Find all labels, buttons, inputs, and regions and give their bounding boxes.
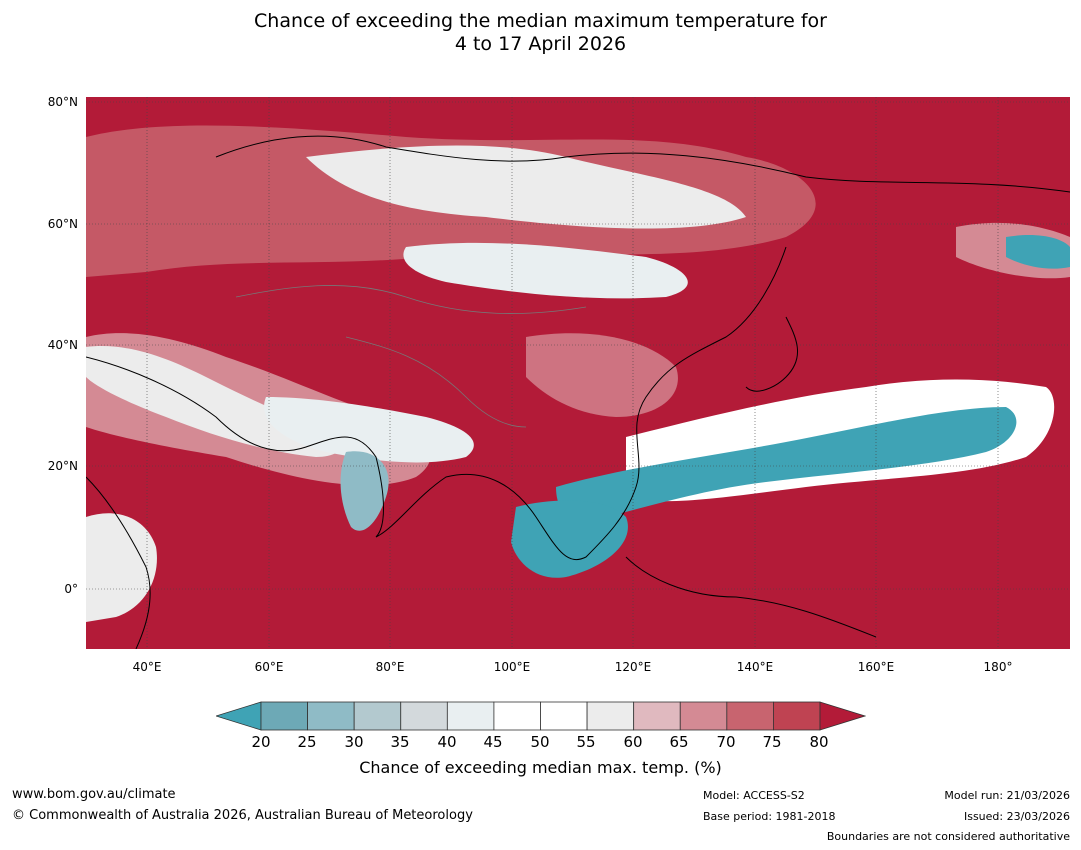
boundaries [235, 285, 587, 428]
colorbar-cell [633, 701, 681, 731]
coastlines [86, 135, 1070, 649]
lon-label-100e: 100°E [493, 660, 531, 674]
lat-label-60n: 60°N [47, 217, 78, 231]
region-blue-india [340, 451, 389, 531]
lat-label-20n: 20°N [47, 459, 78, 473]
region-70pct-china [526, 333, 678, 417]
colorbar-cell [353, 701, 402, 731]
map-title: Chance of exceeding the median maximum t… [0, 10, 1081, 56]
colorbar-arrow-low [216, 701, 262, 731]
cb-tick-20: 20 [251, 733, 271, 751]
colorbar-cell [679, 701, 728, 731]
graticule [86, 97, 1070, 649]
lon-label-140e: 140°E [736, 660, 774, 674]
region-white-africa [86, 513, 157, 622]
footer-model-run: Model run: 21/03/2026 [944, 789, 1070, 802]
lon-label-180: 180° [983, 660, 1013, 674]
footer-base-period: Base period: 1981-2018 [703, 810, 836, 823]
cb-tick-60: 60 [623, 733, 643, 751]
lon-label-160e: 160°E [857, 660, 895, 674]
cb-tick-75: 75 [762, 733, 782, 751]
region-white-central [403, 242, 688, 299]
colorbar-cell [260, 701, 308, 731]
title-line-1: Chance of exceeding the median maximum t… [254, 10, 827, 32]
lon-label-40e: 40°E [132, 660, 162, 674]
cb-tick-80: 80 [809, 733, 829, 751]
colorbar-cell [726, 701, 774, 731]
cb-tick-40: 40 [437, 733, 457, 751]
colorbar-cell [540, 701, 588, 731]
cb-tick-65: 65 [669, 733, 689, 751]
footer-model: Model: ACCESS-S2 [703, 789, 805, 802]
cb-tick-50: 50 [530, 733, 550, 751]
footer-url[interactable]: www.bom.gov.au/climate [12, 787, 176, 802]
region-blue-scs [511, 500, 628, 578]
lat-label-40n: 40°N [47, 338, 78, 352]
lon-label-120e: 120°E [614, 660, 652, 674]
cb-tick-55: 55 [576, 733, 596, 751]
cb-tick-45: 45 [483, 733, 503, 751]
colorbar-cell [493, 701, 541, 731]
lon-label-80e: 80°E [375, 660, 405, 674]
title-line-2: 4 to 17 April 2026 [454, 33, 627, 55]
probability-map [86, 97, 1070, 649]
map-svg [86, 97, 1070, 649]
footer-copyright: © Commonwealth of Australia 2026, Austra… [12, 808, 473, 823]
colorbar-cell [773, 701, 821, 731]
cb-tick-25: 25 [297, 733, 317, 751]
colorbar [216, 701, 866, 731]
colorbar-cell [446, 701, 495, 731]
colorbar-arrow-high [819, 701, 866, 731]
region-white-siberia [306, 145, 746, 229]
lat-label-80n: 80°N [47, 95, 78, 109]
lon-label-60e: 60°E [254, 660, 284, 674]
footer-disclaimer: Boundaries are not considered authoritat… [826, 830, 1070, 843]
colorbar-label: Chance of exceeding median max. temp. (%… [359, 758, 722, 777]
region-blue-east [1006, 235, 1070, 269]
region-white-india [264, 397, 474, 463]
colorbar-cell [307, 701, 355, 731]
cb-tick-35: 35 [390, 733, 410, 751]
colorbar-cell [586, 701, 635, 731]
region-blue-pacific [556, 407, 1017, 521]
cb-tick-70: 70 [716, 733, 736, 751]
cb-tick-30: 30 [344, 733, 364, 751]
colorbar-cell [400, 701, 448, 731]
footer-issued: Issued: 23/03/2026 [963, 810, 1070, 823]
lat-label-0: 0° [64, 582, 78, 596]
